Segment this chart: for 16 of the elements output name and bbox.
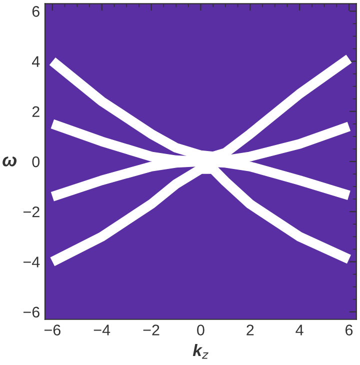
y-axis-title: ω [2,156,17,166]
y-tick-label: 4 [32,56,40,67]
x-tick-label: 6 [346,324,353,336]
x-tick-label: −4 [94,324,110,336]
x-tick-label: 2 [246,324,254,336]
y-tick-label: 2 [32,106,40,117]
y-tick-label: 0 [32,156,40,168]
y-tick-label: −4 [23,256,40,268]
x-tick-label: −6 [44,324,60,336]
y-tick-label: −2 [23,206,40,218]
y-tick-label: 6 [32,6,40,17]
y-tick-label: −6 [23,306,40,318]
x-tick-label: −2 [143,324,160,336]
x-axis-title: k$_{z}$ [192,344,208,359]
x-tick-label: 4 [296,324,304,336]
x-tick-label: 0 [197,324,204,336]
